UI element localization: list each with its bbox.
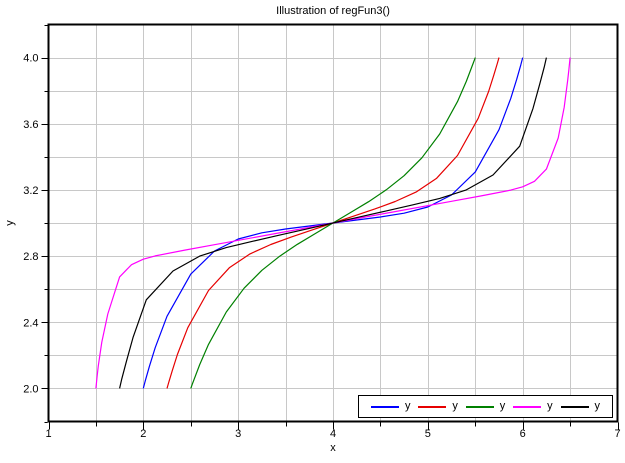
x-tick-label: 4: [330, 428, 336, 440]
legend-entry: y: [513, 401, 553, 412]
y-axis-label: y: [4, 220, 16, 226]
y-tick-label: 2.4: [23, 317, 38, 329]
legend-entry-label: y: [594, 400, 601, 412]
legend-line-sample: [465, 405, 494, 408]
x-tick-label: 1: [45, 428, 51, 440]
x-tick-label: 2: [140, 428, 146, 440]
x-tick-label: 6: [520, 428, 526, 440]
legend-entry-label: y: [499, 400, 506, 412]
y-tick-label: 3.6: [23, 119, 38, 131]
tick-labels-group: 1 2 3 4 5 6 7 2.0 2.4 2.8 3.2 3.6 4.0: [23, 53, 620, 440]
curves-group: [95, 57, 571, 389]
legend-entry-label: y: [547, 400, 553, 412]
plot-frame: [47, 23, 619, 423]
x-tick-label: 5: [425, 428, 431, 440]
legend-line-sample: [371, 405, 399, 408]
ticks-group: [41, 25, 619, 430]
legend-entry: y: [465, 400, 506, 412]
y-tick-label: 3.2: [23, 185, 38, 197]
y-tick-label: 2.8: [23, 251, 38, 263]
x-axis-label: x: [330, 442, 336, 454]
legend-entry: y: [560, 400, 601, 412]
legend-entry: y: [371, 401, 411, 412]
legend-entry-label: y: [405, 400, 411, 412]
x-tick-label: 3: [235, 428, 241, 440]
curve-y-black: [119, 57, 547, 389]
y-tick-label: 2.0: [23, 383, 38, 395]
legend-entry-label: y: [452, 400, 458, 412]
y-tick-label: 4.0: [23, 53, 38, 65]
legend-entry: y: [418, 401, 458, 412]
x-tick-label: 7: [614, 428, 620, 440]
legend-line-sample: [560, 405, 589, 408]
chart-title: Illustration of regFun3(): [276, 5, 390, 17]
legend-line-sample: [513, 405, 542, 408]
legend-line-sample: [418, 405, 447, 408]
